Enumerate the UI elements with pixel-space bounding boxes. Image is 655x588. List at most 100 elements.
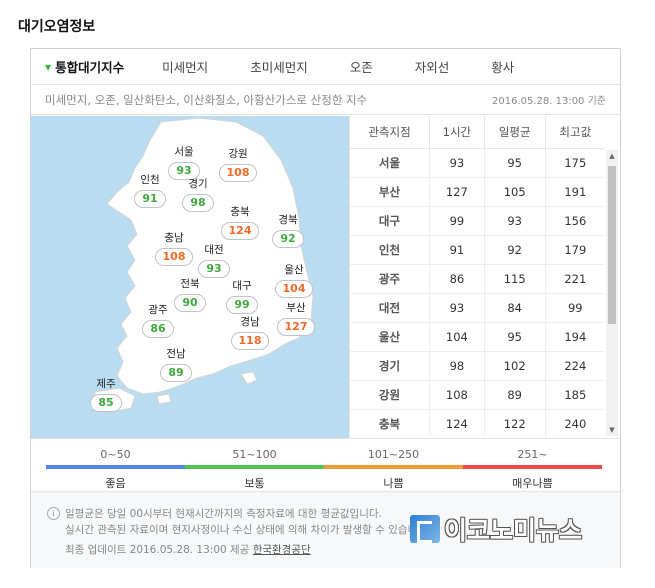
marker-region-name: 울산 [284, 264, 304, 276]
col-daily-avg: 일평균 [483, 116, 546, 149]
table-row[interactable]: 서울 93 95 175 [350, 148, 605, 178]
notes-box: i 일평균은 당일 00시부터 현재시간까지의 측정자료에 대한 평균값입니다.… [31, 492, 620, 568]
table-row[interactable]: 충북 124 122 240 [350, 409, 605, 438]
cell-station: 광주 [350, 264, 430, 294]
scroll-down-icon[interactable]: ▼ [609, 426, 615, 434]
tab-fine-dust[interactable]: 미세먼지 [162, 60, 209, 75]
tab-yellow-dust[interactable]: 황사 [491, 60, 515, 75]
marker-index-value: 93 [168, 162, 200, 180]
map-marker[interactable]: 강원 108 [213, 148, 263, 182]
marker-region-name: 강원 [228, 148, 248, 160]
map-marker[interactable]: 충북 124 [215, 206, 265, 240]
cell-station: 대구 [350, 206, 430, 236]
table-scrollbar[interactable]: ▲ ▼ [606, 150, 618, 436]
cell-value: 93 [429, 148, 485, 178]
marker-index-value: 93 [198, 260, 230, 278]
cell-station: 인천 [350, 235, 430, 265]
cell-value: 93 [483, 206, 546, 236]
marker-region-name: 인천 [140, 174, 160, 186]
tab-uv[interactable]: 자외선 [414, 60, 450, 75]
table-row[interactable]: 대전 93 84 99 [350, 293, 605, 323]
map-marker[interactable]: 경북 92 [263, 214, 313, 248]
marker-region-name: 부산 [286, 302, 306, 314]
cell-value: 175 [544, 148, 605, 178]
air-quality-panel: ▼ 통합대기지수 미세먼지 초미세먼지 오존 자외선 황사 미세먼지, 오존, 일… [30, 48, 621, 568]
scroll-up-icon[interactable]: ▲ [609, 152, 615, 160]
marker-region-name: 대구 [232, 280, 252, 292]
map-marker[interactable]: 울산 104 [269, 264, 319, 298]
timestamp: 2016.05.28. 13:00 기준 [491, 96, 606, 107]
map-marker[interactable]: 대전 93 [189, 244, 239, 278]
map-marker[interactable]: 충남 108 [149, 232, 199, 266]
tab-ultrafine-dust[interactable]: 초미세먼지 [250, 60, 308, 75]
cell-value: 84 [483, 293, 546, 323]
cell-value: 92 [483, 235, 546, 265]
info-icon: i [47, 507, 60, 520]
description-bar: 미세먼지, 오존, 일산화탄소, 이산화질소, 아황산가스로 산정한 지수 20… [31, 85, 620, 115]
marker-index-value: 89 [160, 364, 192, 382]
marker-region-name: 대전 [204, 244, 224, 256]
page-title: 대기오염정보 [18, 19, 96, 35]
cell-value: 104 [429, 322, 485, 352]
marker-index-value: 92 [272, 230, 304, 248]
legend-normal: 51~100 보통 [185, 439, 324, 491]
marker-index-value: 118 [230, 332, 270, 350]
cell-value: 99 [544, 293, 605, 323]
table-row[interactable]: 대구 99 93 156 [350, 206, 605, 236]
map-marker[interactable]: 경남 118 [225, 316, 275, 350]
table-row[interactable]: 울산 104 95 194 [350, 322, 605, 352]
tab-integrated-index[interactable]: ▼ 통합대기지수 [45, 60, 125, 75]
index-legend: 0~50 좋음 51~100 보통 101~250 나쁨 251~ 매우나쁨 [31, 438, 620, 492]
marker-region-name: 전남 [166, 348, 186, 360]
scroll-thumb[interactable] [608, 166, 616, 324]
cell-station: 대전 [350, 293, 430, 323]
cell-value: 91 [429, 235, 485, 265]
marker-region-name: 충북 [230, 206, 250, 218]
map-marker[interactable]: 서울 93 [159, 146, 209, 180]
marker-index-value: 99 [226, 296, 258, 314]
legend-good: 0~50 좋음 [46, 439, 185, 491]
index-description: 미세먼지, 오존, 일산화탄소, 이산화질소, 아황산가스로 산정한 지수 [45, 92, 368, 107]
cell-value: 115 [483, 264, 546, 294]
map-marker[interactable]: 대구 99 [217, 280, 267, 314]
legend-bar-very-bad [463, 465, 602, 469]
marker-region-name: 광주 [148, 304, 168, 316]
marker-region-name: 경북 [278, 214, 298, 226]
table-body: 서울 93 95 175 부산 127 105 191 대구 99 93 156 인천 91 92 179 광주… [350, 148, 605, 438]
table-row[interactable]: 광주 86 115 221 [350, 264, 605, 294]
cell-value: 194 [544, 322, 605, 352]
tab-ozone[interactable]: 오존 [349, 60, 373, 75]
cell-station: 울산 [350, 322, 430, 352]
cell-value: 95 [483, 322, 546, 352]
legend-bar-good [46, 465, 185, 469]
korea-map: 서울 93 강원 108 인천 91 경기 98 충북 124 충남 108 대전 93 경북 92 전북 90 대… [31, 116, 349, 438]
note-line-2: 실시간 관측된 자료이며 현지사정이나 수신 상태에 의해 차이가 발생할 수 … [65, 524, 431, 536]
cell-station: 서울 [350, 148, 430, 178]
cell-value: 185 [544, 380, 605, 410]
cell-value: 93 [429, 293, 485, 323]
map-marker[interactable]: 부산 127 [271, 302, 321, 336]
map-marker[interactable]: 인천 91 [125, 174, 175, 208]
map-marker[interactable]: 전북 90 [165, 278, 215, 312]
map-marker[interactable]: 광주 86 [133, 304, 183, 338]
legend-bar-bad [324, 465, 463, 469]
marker-index-value: 104 [274, 280, 314, 298]
table-row[interactable]: 인천 91 92 179 [350, 235, 605, 265]
table-row[interactable]: 경기 98 102 224 [350, 351, 605, 381]
marker-region-name: 충남 [164, 232, 184, 244]
cell-value: 86 [429, 264, 485, 294]
map-marker[interactable]: 전남 89 [151, 348, 201, 382]
watermark: 이코노미뉴스 [410, 512, 582, 546]
caret-down-icon: ▼ [45, 63, 52, 72]
cell-value: 89 [483, 380, 546, 410]
marker-region-name: 전북 [180, 278, 200, 290]
cell-value: 224 [544, 351, 605, 381]
table-row[interactable]: 강원 108 89 185 [350, 380, 605, 410]
table-row[interactable]: 부산 127 105 191 [350, 177, 605, 207]
marker-index-value: 91 [134, 190, 166, 208]
source-link[interactable]: 한국환경공단 [252, 544, 311, 556]
map-marker[interactable]: 경기 98 [173, 178, 223, 212]
cell-station: 부산 [350, 177, 430, 207]
map-marker[interactable]: 제주 85 [81, 378, 131, 412]
cell-value: 102 [483, 351, 546, 381]
